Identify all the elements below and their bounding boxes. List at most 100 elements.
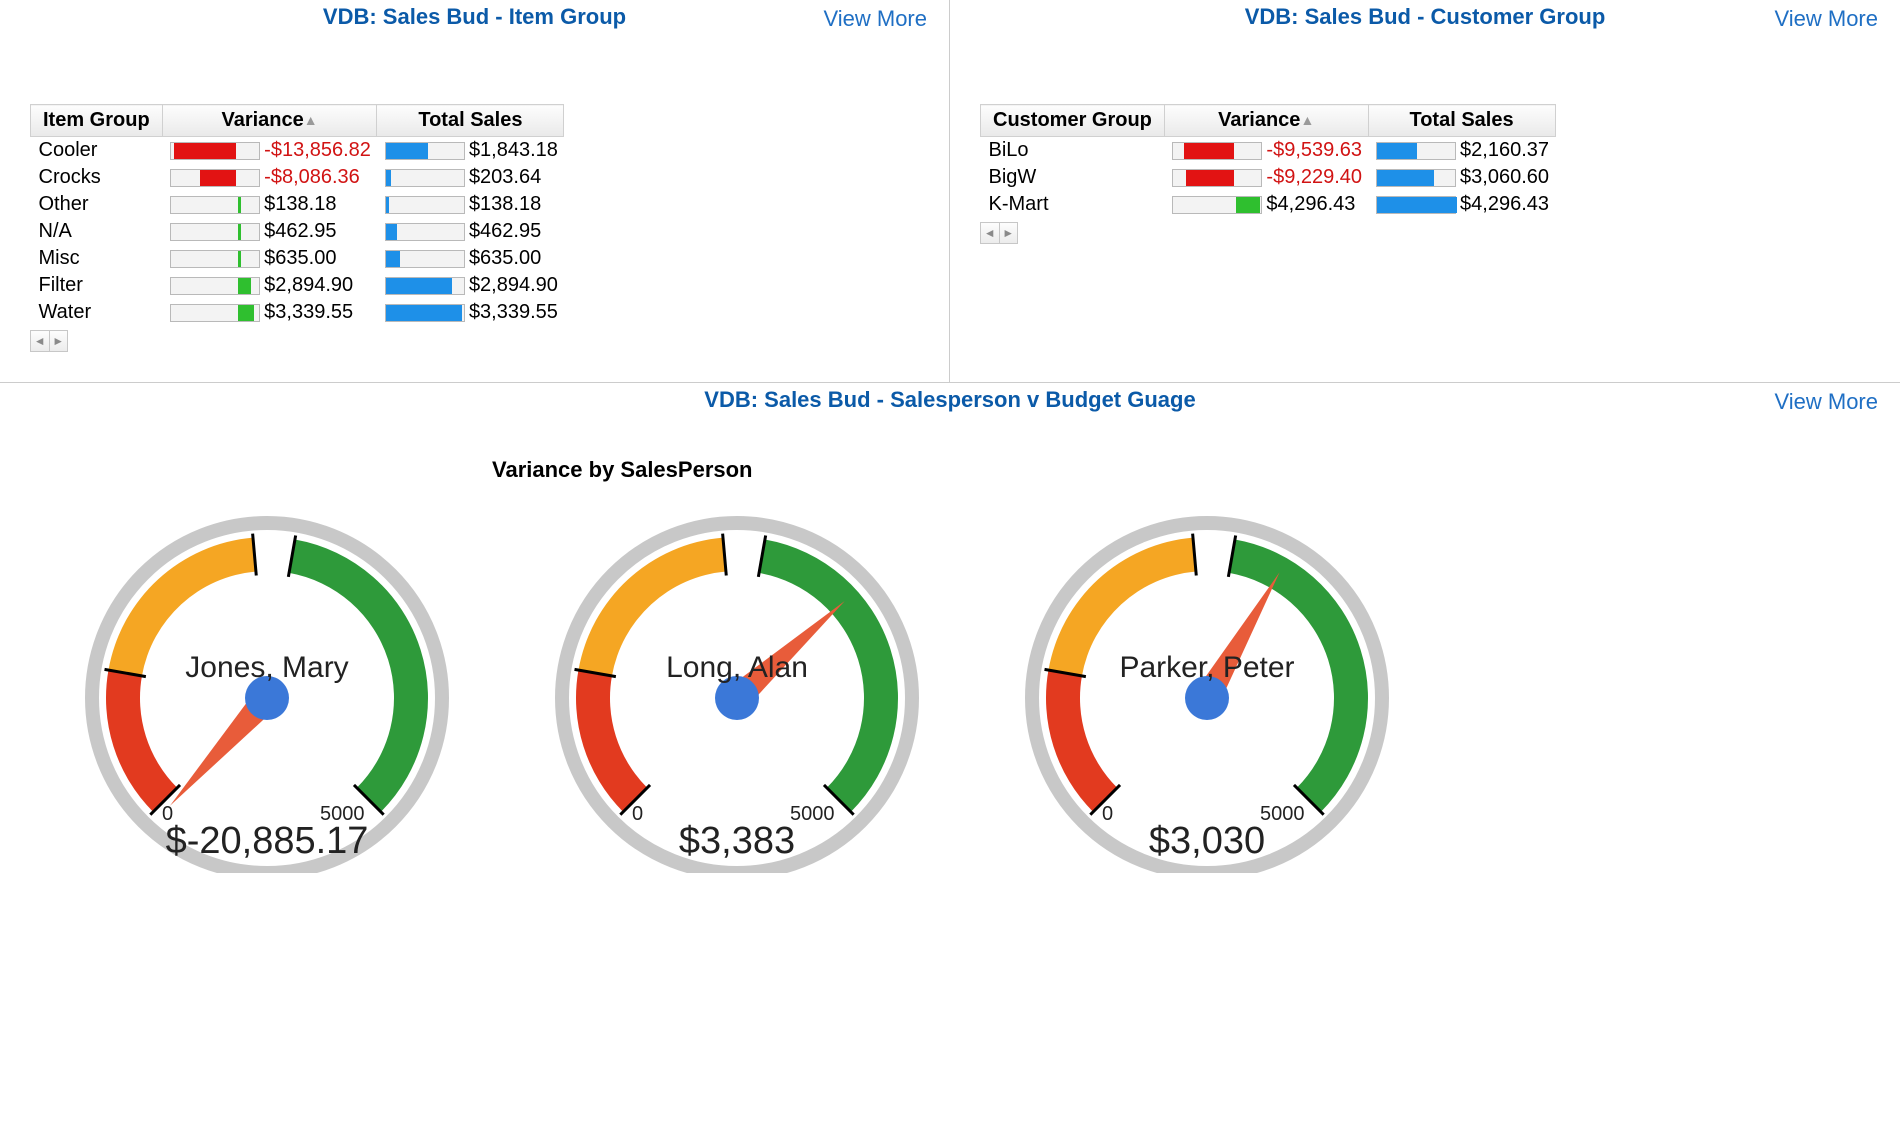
variance-cell: -$9,229.40	[1164, 164, 1368, 191]
variance-cell: $3,339.55	[162, 299, 377, 326]
gauge-value: $3,383	[522, 820, 952, 863]
sales-cell: $2,160.37	[1368, 137, 1555, 165]
column-header[interactable]: Total Sales	[377, 105, 564, 137]
sort-asc-icon: ▲	[304, 112, 318, 128]
sales-cell: $2,894.90	[377, 272, 564, 299]
sales-value: $4,296.43	[1460, 193, 1549, 215]
row-label: Crocks	[31, 164, 163, 191]
sales-cell: $462.95	[377, 218, 564, 245]
row-label: Filter	[31, 272, 163, 299]
sales-cell: $635.00	[377, 245, 564, 272]
variance-cell: -$13,856.82	[162, 137, 377, 165]
gauge-tick-max: 5000	[320, 803, 365, 826]
scroll-control-customer-group[interactable]: ◄ ►	[980, 222, 1018, 244]
sales-cell: $138.18	[377, 191, 564, 218]
gauge-tick-min: 0	[162, 803, 173, 826]
variance-cell: $4,296.43	[1164, 191, 1368, 218]
variance-cell: $462.95	[162, 218, 377, 245]
scroll-left-icon[interactable]: ◄	[981, 223, 1000, 243]
table-row[interactable]: Other $138.18 $138.18	[31, 191, 564, 218]
column-header[interactable]: Total Sales	[1368, 105, 1555, 137]
scroll-left-icon[interactable]: ◄	[31, 331, 50, 351]
gauge-tick-max: 5000	[1260, 803, 1305, 826]
table-row[interactable]: N/A $462.95 $462.95	[31, 218, 564, 245]
variance-value: $2,894.90	[264, 274, 353, 296]
gauge-value: $-20,885.17	[52, 820, 482, 863]
table-row[interactable]: Crocks -$8,086.36 $203.64	[31, 164, 564, 191]
sales-value: $3,339.55	[469, 301, 558, 323]
sales-value: $138.18	[469, 193, 541, 215]
panel-gauges: VDB: Sales Bud - Salesperson v Budget Gu…	[0, 383, 1900, 883]
gauge-name: Jones, Mary	[52, 651, 482, 685]
panel-title-gauges: VDB: Sales Bud - Salesperson v Budget Gu…	[704, 387, 1195, 413]
variance-cell: -$9,539.63	[1164, 137, 1368, 165]
sales-cell: $1,843.18	[377, 137, 564, 165]
row-label: N/A	[31, 218, 163, 245]
panel-title-item-group: VDB: Sales Bud - Item Group	[323, 4, 626, 30]
table-item-group: Item GroupVariance ▲Total Sales Cooler -$1…	[30, 104, 564, 326]
row-label: Water	[31, 299, 163, 326]
row-label: K-Mart	[981, 191, 1165, 218]
panel-item-group: VDB: Sales Bud - Item Group View More It…	[0, 0, 950, 382]
row-label: BigW	[981, 164, 1165, 191]
variance-value: $3,339.55	[264, 301, 353, 323]
panel-customer-group: VDB: Sales Bud - Customer Group View Mor…	[950, 0, 1900, 382]
row-label: Cooler	[31, 137, 163, 165]
sales-value: $1,843.18	[469, 139, 558, 161]
table-row[interactable]: BiLo -$9,539.63 $2,160.37	[981, 137, 1556, 165]
variance-value: $138.18	[264, 193, 336, 215]
variance-value: -$13,856.82	[264, 139, 371, 161]
sales-value: $203.64	[469, 166, 541, 188]
panel-title-customer-group: VDB: Sales Bud - Customer Group	[1245, 4, 1606, 30]
table-row[interactable]: BigW -$9,229.40 $3,060.60	[981, 164, 1556, 191]
gauge-subtitle: Variance by SalesPerson	[492, 457, 1888, 483]
gauge-value: $3,030	[992, 820, 1422, 863]
column-header[interactable]: Variance ▲	[1164, 105, 1368, 137]
sales-cell: $3,339.55	[377, 299, 564, 326]
view-more-gauges[interactable]: View More	[1774, 389, 1878, 415]
gauge: Long, Alan $3,3830 5000	[522, 503, 952, 873]
view-more-item-group[interactable]: View More	[823, 6, 927, 32]
gauge-tick-min: 0	[632, 803, 643, 826]
sales-cell: $3,060.60	[1368, 164, 1555, 191]
sales-value: $3,060.60	[1460, 166, 1549, 188]
gauge-tick-min: 0	[1102, 803, 1113, 826]
scroll-right-icon[interactable]: ►	[50, 331, 68, 351]
sales-cell: $4,296.43	[1368, 191, 1555, 218]
gauge: Parker, Peter $3,0300 5000	[992, 503, 1422, 873]
variance-value: -$8,086.36	[264, 166, 360, 188]
row-label: BiLo	[981, 137, 1165, 165]
table-row[interactable]: Misc $635.00 $635.00	[31, 245, 564, 272]
row-label: Other	[31, 191, 163, 218]
column-header[interactable]: Item Group	[31, 105, 163, 137]
variance-value: $4,296.43	[1266, 193, 1355, 215]
gauge: Jones, Mary $-20,885.170 5000	[52, 503, 482, 873]
sales-value: $2,894.90	[469, 274, 558, 296]
scroll-right-icon[interactable]: ►	[1000, 223, 1018, 243]
variance-value: $635.00	[264, 247, 336, 269]
sales-value: $635.00	[469, 247, 541, 269]
variance-value: -$9,539.63	[1266, 139, 1362, 161]
column-header[interactable]: Customer Group	[981, 105, 1165, 137]
row-label: Misc	[31, 245, 163, 272]
variance-cell: $138.18	[162, 191, 377, 218]
gauge-tick-max: 5000	[790, 803, 835, 826]
variance-cell: $635.00	[162, 245, 377, 272]
variance-value: $462.95	[264, 220, 336, 242]
sales-value: $2,160.37	[1460, 139, 1549, 161]
scroll-control-item-group[interactable]: ◄ ►	[30, 330, 68, 352]
view-more-customer-group[interactable]: View More	[1774, 6, 1878, 32]
table-customer-group: Customer GroupVariance ▲Total Sales BiLo -…	[980, 104, 1556, 218]
gauge-name: Long, Alan	[522, 651, 952, 685]
sales-cell: $203.64	[377, 164, 564, 191]
table-row[interactable]: Cooler -$13,856.82 $1,843.18	[31, 137, 564, 165]
sort-asc-icon: ▲	[1300, 112, 1314, 128]
table-row[interactable]: K-Mart $4,296.43 $4,296.43	[981, 191, 1556, 218]
variance-cell: $2,894.90	[162, 272, 377, 299]
sales-value: $462.95	[469, 220, 541, 242]
table-row[interactable]: Filter $2,894.90 $2,894.90	[31, 272, 564, 299]
column-header[interactable]: Variance ▲	[162, 105, 377, 137]
gauge-name: Parker, Peter	[992, 651, 1422, 685]
table-row[interactable]: Water $3,339.55 $3,339.55	[31, 299, 564, 326]
variance-value: -$9,229.40	[1266, 166, 1362, 188]
